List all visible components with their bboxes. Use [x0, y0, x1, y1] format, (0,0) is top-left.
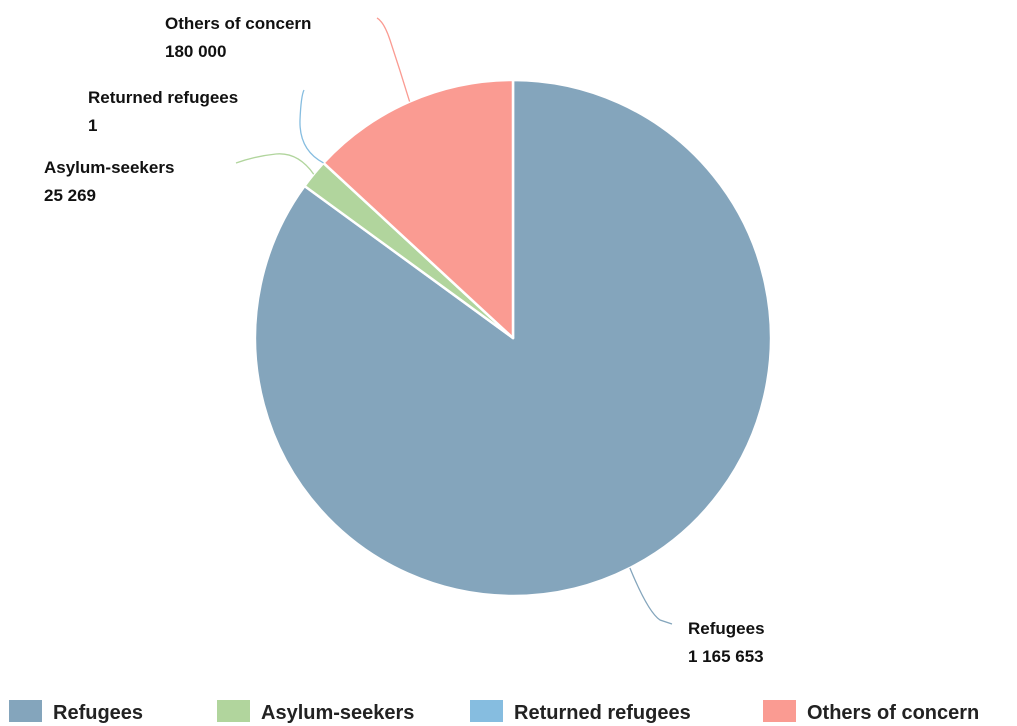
data-label-name-asylum-seekers: Asylum-seekers [44, 158, 174, 177]
leader-line-asylum-seekers [235, 153, 315, 175]
leader-line-returned-refugees [299, 89, 324, 164]
legend-item-refugees[interactable]: Refugees [9, 700, 143, 724]
leader-lines [235, 17, 673, 625]
legend: Refugees Asylum-seekers Returned refugees O… [9, 700, 979, 724]
data-label-name-others-of-concern: Others of concern [165, 14, 311, 33]
data-label-name-refugees: Refugees [688, 619, 765, 638]
data-label-value-returned-refugees: 1 [88, 116, 97, 135]
leader-line-others-of-concern [376, 17, 411, 102]
legend-label-others-of-concern: Others of concern [807, 702, 979, 724]
data-label-name-returned-refugees: Returned refugees [88, 88, 238, 107]
legend-swatch-refugees [9, 700, 42, 722]
legend-item-returned-refugees[interactable]: Returned refugees [470, 700, 691, 724]
data-label-value-asylum-seekers: 25 269 [44, 186, 96, 205]
legend-item-asylum-seekers[interactable]: Asylum-seekers [217, 700, 414, 724]
data-label-value-refugees: 1 165 653 [688, 647, 764, 666]
legend-item-others-of-concern[interactable]: Others of concern [763, 700, 979, 724]
legend-label-asylum-seekers: Asylum-seekers [261, 702, 414, 724]
data-label-value-others-of-concern: 180 000 [165, 42, 226, 61]
pie-slices [253, 78, 773, 598]
data-labels: Refugees 1 165 653 Asylum-seekers 25 269 Ret… [44, 14, 765, 666]
legend-swatch-asylum-seekers [217, 700, 250, 722]
legend-label-refugees: Refugees [53, 702, 143, 724]
legend-swatch-returned-refugees [470, 700, 503, 722]
pie-slice-others-of-concern [322, 78, 515, 340]
pie-slice-refugees [253, 78, 773, 598]
legend-label-returned-refugees: Returned refugees [514, 702, 691, 724]
leader-line-refugees [629, 567, 673, 625]
legend-swatch-others-of-concern [763, 700, 796, 722]
